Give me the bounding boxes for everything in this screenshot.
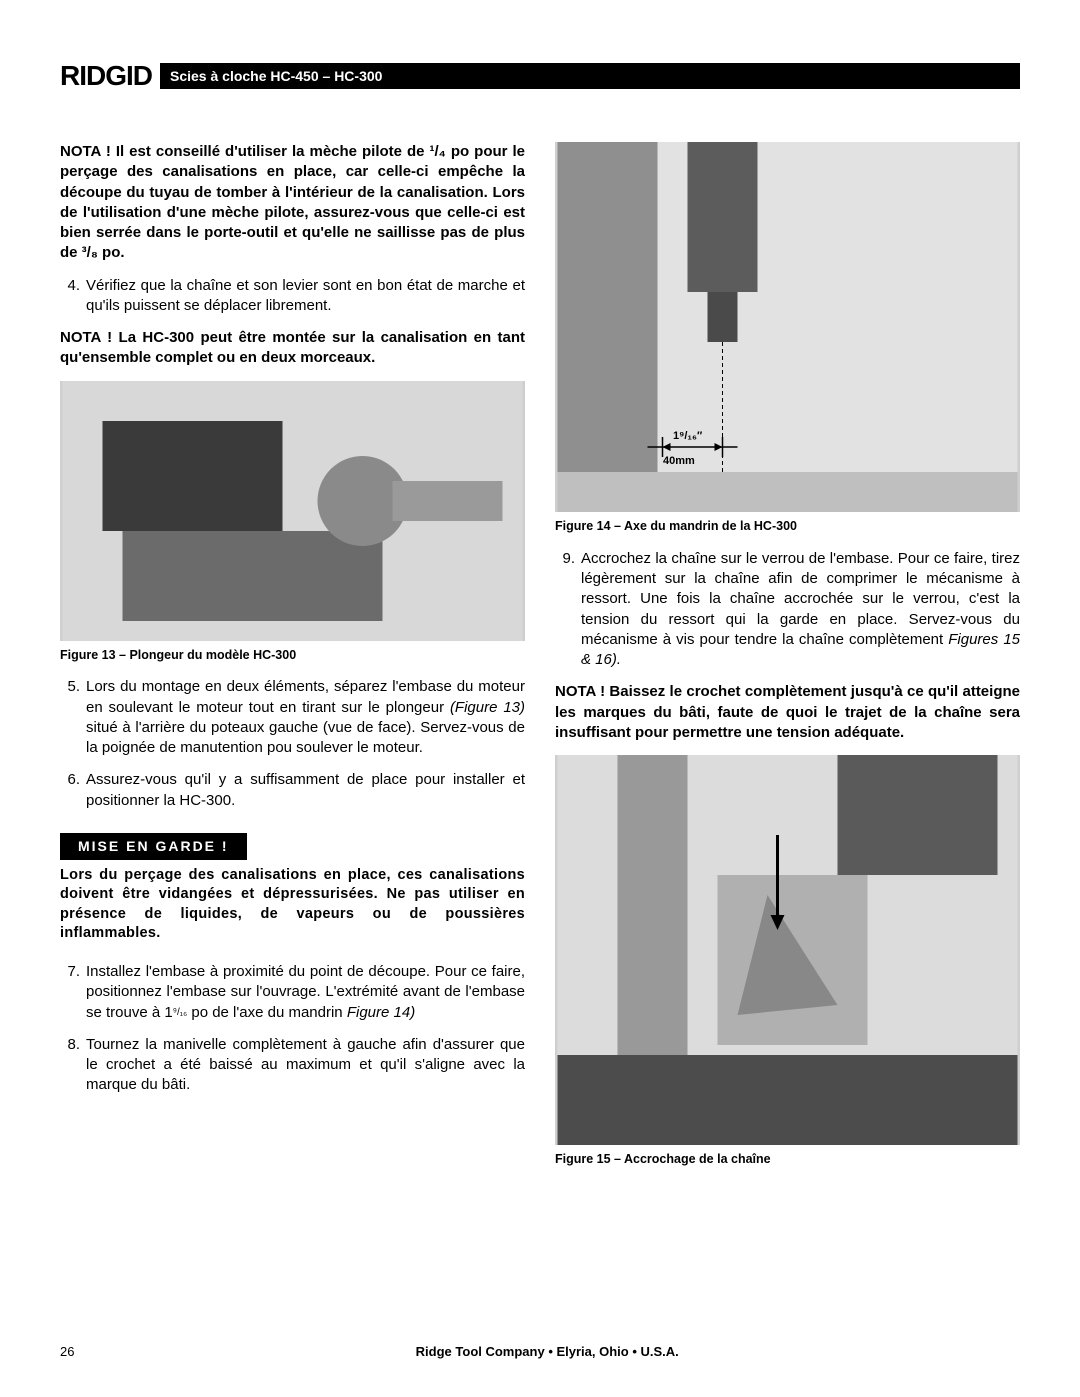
step-7-text: Installez l'embase à proximité du point … [86,962,525,1023]
right-column: 1⁹/₁₆″ 40mm Figure 14 – Axe du mandrin d… [555,142,1020,1182]
nota-2-label: NOTA ! [60,329,112,346]
step-7-fraction: ⁹/₁₆ [173,1007,187,1018]
page-footer: 26 Ridge Tool Company • Elyria, Ohio • U… [60,1344,1020,1359]
document-title: Scies à cloche HC-450 – HC-300 [170,68,382,84]
step-5-text: Lors du montage en deux éléments, sépare… [86,677,525,758]
nota-1-body: Il est conseillé d'utiliser la mèche pil… [60,143,525,261]
step-7-body-b: po de l'axe du mandrin [187,1004,347,1021]
figure-14-image: 1⁹/₁₆″ 40mm [555,142,1020,512]
figure-14-dimension-mm: 40mm [663,454,695,469]
step-6-text: Assurez-vous qu'il y a suffisamment de p… [86,770,525,811]
brand-logo: RIDGID [60,60,160,92]
step-9-text: Accrochez la chaîne sur le verrou de l'e… [581,549,1020,671]
step-8-text: Tournez la manivelle complètement à gauc… [86,1035,525,1096]
nota-3: NOTA ! Baissez le crochet complètement j… [555,682,1020,743]
figure-13-caption: Figure 13 – Plongeur du modèle HC-300 [60,647,525,664]
figure-15-image [555,755,1020,1145]
step-9-number: 9. [555,549,581,671]
content-columns: NOTA ! Il est conseillé d'utiliser la mè… [60,142,1020,1182]
nota-1-label: NOTA ! [60,143,111,160]
step-5-number: 5. [60,677,86,758]
step-4: 4. Vérifiez que la chaîne et son levier … [60,276,525,317]
nota-3-body: Baissez le crochet complètement jusqu'à … [555,683,1020,741]
step-8: 8. Tournez la manivelle complètement à g… [60,1035,525,1096]
step-8-number: 8. [60,1035,86,1096]
nota-2: NOTA ! La HC-300 peut être montée sur la… [60,328,525,369]
step-5-body: Lors du montage en deux éléments, sépare… [86,678,525,756]
step-6-number: 6. [60,770,86,811]
warning-body: Lors du perçage des canalisations en pla… [60,866,525,944]
warning-heading: MISE EN GARDE ! [60,833,247,860]
step-7-number: 7. [60,962,86,1023]
step-9: 9. Accrochez la chaîne sur le verrou de … [555,549,1020,671]
figure-14-dimension-inches: 1⁹/₁₆″ [673,429,702,444]
step-4-text: Vérifiez que la chaîne et son levier son… [86,276,525,317]
step-4-number: 4. [60,276,86,317]
figure-15-caption: Figure 15 – Accrochage de la chaîne [555,1151,1020,1168]
nota-1: NOTA ! Il est conseillé d'utiliser la mè… [60,142,525,264]
step-7: 7. Installez l'embase à proximité du poi… [60,962,525,1023]
footer-company: Ridge Tool Company • Elyria, Ohio • U.S.… [74,1344,1020,1359]
step-5: 5. Lors du montage en deux éléments, sép… [60,677,525,758]
nota-3-label: NOTA ! [555,683,605,700]
step-7-figref: Figure 14) [347,1004,415,1021]
figure-13-image [60,381,525,641]
left-column: NOTA ! Il est conseillé d'utiliser la mè… [60,142,525,1182]
step-6: 6. Assurez-vous qu'il y a suffisamment d… [60,770,525,811]
page-number: 26 [60,1344,74,1359]
document-title-strip: Scies à cloche HC-450 – HC-300 [160,63,1020,89]
nota-2-body: La HC-300 peut être montée sur la canali… [60,329,525,366]
page-header: RIDGID Scies à cloche HC-450 – HC-300 [60,60,1020,92]
figure-14-caption: Figure 14 – Axe du mandrin de la HC-300 [555,518,1020,535]
